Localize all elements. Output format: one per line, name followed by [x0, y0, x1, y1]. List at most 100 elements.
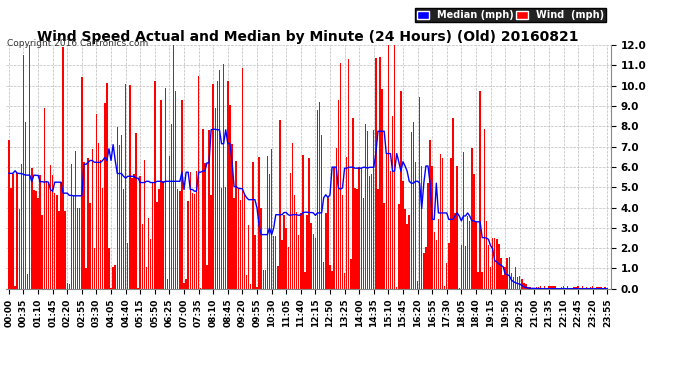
Bar — [62, 47, 63, 289]
Bar — [346, 158, 347, 289]
Bar — [437, 219, 439, 289]
Bar — [190, 172, 191, 289]
Bar — [54, 193, 55, 289]
Bar — [233, 198, 235, 289]
Bar — [64, 211, 66, 289]
Bar — [506, 258, 508, 289]
Bar — [356, 189, 358, 289]
Bar — [533, 288, 535, 289]
Bar — [440, 154, 441, 289]
Bar — [500, 258, 502, 289]
Bar — [123, 189, 124, 289]
Bar — [277, 266, 279, 289]
Bar — [486, 220, 487, 289]
Bar — [119, 145, 120, 289]
Bar — [607, 288, 608, 289]
Bar — [582, 286, 583, 289]
Bar — [504, 267, 506, 289]
Bar — [108, 248, 110, 289]
Bar — [98, 143, 99, 289]
Bar — [452, 118, 454, 289]
Bar — [264, 270, 266, 289]
Bar — [484, 129, 485, 289]
Bar — [241, 68, 243, 289]
Bar — [323, 262, 324, 289]
Bar — [602, 288, 604, 289]
Bar — [565, 288, 566, 289]
Bar — [79, 208, 81, 289]
Bar — [256, 287, 258, 289]
Bar — [184, 283, 185, 289]
Bar — [146, 267, 147, 289]
Bar — [317, 110, 318, 289]
Bar — [431, 166, 433, 289]
Bar — [19, 209, 20, 289]
Bar — [442, 158, 443, 289]
Bar — [398, 204, 400, 289]
Bar — [523, 284, 524, 289]
Bar — [302, 155, 304, 289]
Bar — [252, 162, 253, 289]
Bar — [390, 171, 391, 289]
Bar — [239, 200, 241, 289]
Bar — [290, 173, 291, 289]
Bar — [294, 195, 295, 289]
Bar — [590, 286, 591, 289]
Bar — [482, 272, 483, 289]
Bar — [542, 288, 544, 289]
Bar — [81, 78, 83, 289]
Bar — [421, 166, 422, 289]
Bar — [373, 130, 375, 289]
Bar — [521, 279, 522, 289]
Bar — [306, 215, 308, 289]
Bar — [511, 273, 512, 289]
Bar — [555, 286, 556, 289]
Bar — [350, 259, 352, 289]
Bar — [319, 102, 320, 289]
Bar — [388, 45, 389, 289]
Bar — [284, 215, 285, 289]
Bar — [408, 215, 410, 289]
Bar — [423, 253, 424, 289]
Bar — [21, 164, 22, 289]
Bar — [127, 243, 128, 289]
Bar — [363, 198, 364, 289]
Bar — [248, 225, 249, 289]
Bar — [39, 175, 41, 289]
Bar — [41, 215, 43, 289]
Bar — [279, 120, 281, 289]
Bar — [262, 270, 264, 289]
Bar — [129, 85, 130, 289]
Bar — [188, 201, 189, 289]
Bar — [288, 248, 289, 289]
Bar — [594, 288, 595, 289]
Bar — [386, 154, 387, 289]
Bar — [198, 76, 199, 289]
Bar — [310, 223, 312, 289]
Bar — [27, 274, 28, 289]
Bar — [194, 194, 195, 289]
Bar — [204, 163, 206, 289]
Bar — [396, 287, 397, 289]
Bar — [475, 222, 477, 289]
Bar — [308, 158, 310, 289]
Bar — [213, 84, 214, 289]
Bar — [327, 198, 328, 289]
Bar — [83, 162, 85, 289]
Bar — [321, 135, 322, 289]
Bar — [454, 213, 456, 289]
Bar — [450, 158, 452, 289]
Bar — [88, 158, 89, 289]
Bar — [457, 166, 458, 289]
Bar — [139, 176, 141, 289]
Bar — [498, 244, 500, 289]
Bar — [77, 207, 79, 289]
Bar — [192, 193, 193, 289]
Bar — [208, 130, 210, 289]
Bar — [168, 156, 170, 289]
Bar — [335, 148, 337, 289]
Bar — [375, 58, 377, 289]
Bar — [273, 236, 275, 289]
Bar — [23, 55, 24, 289]
Bar — [173, 45, 175, 289]
